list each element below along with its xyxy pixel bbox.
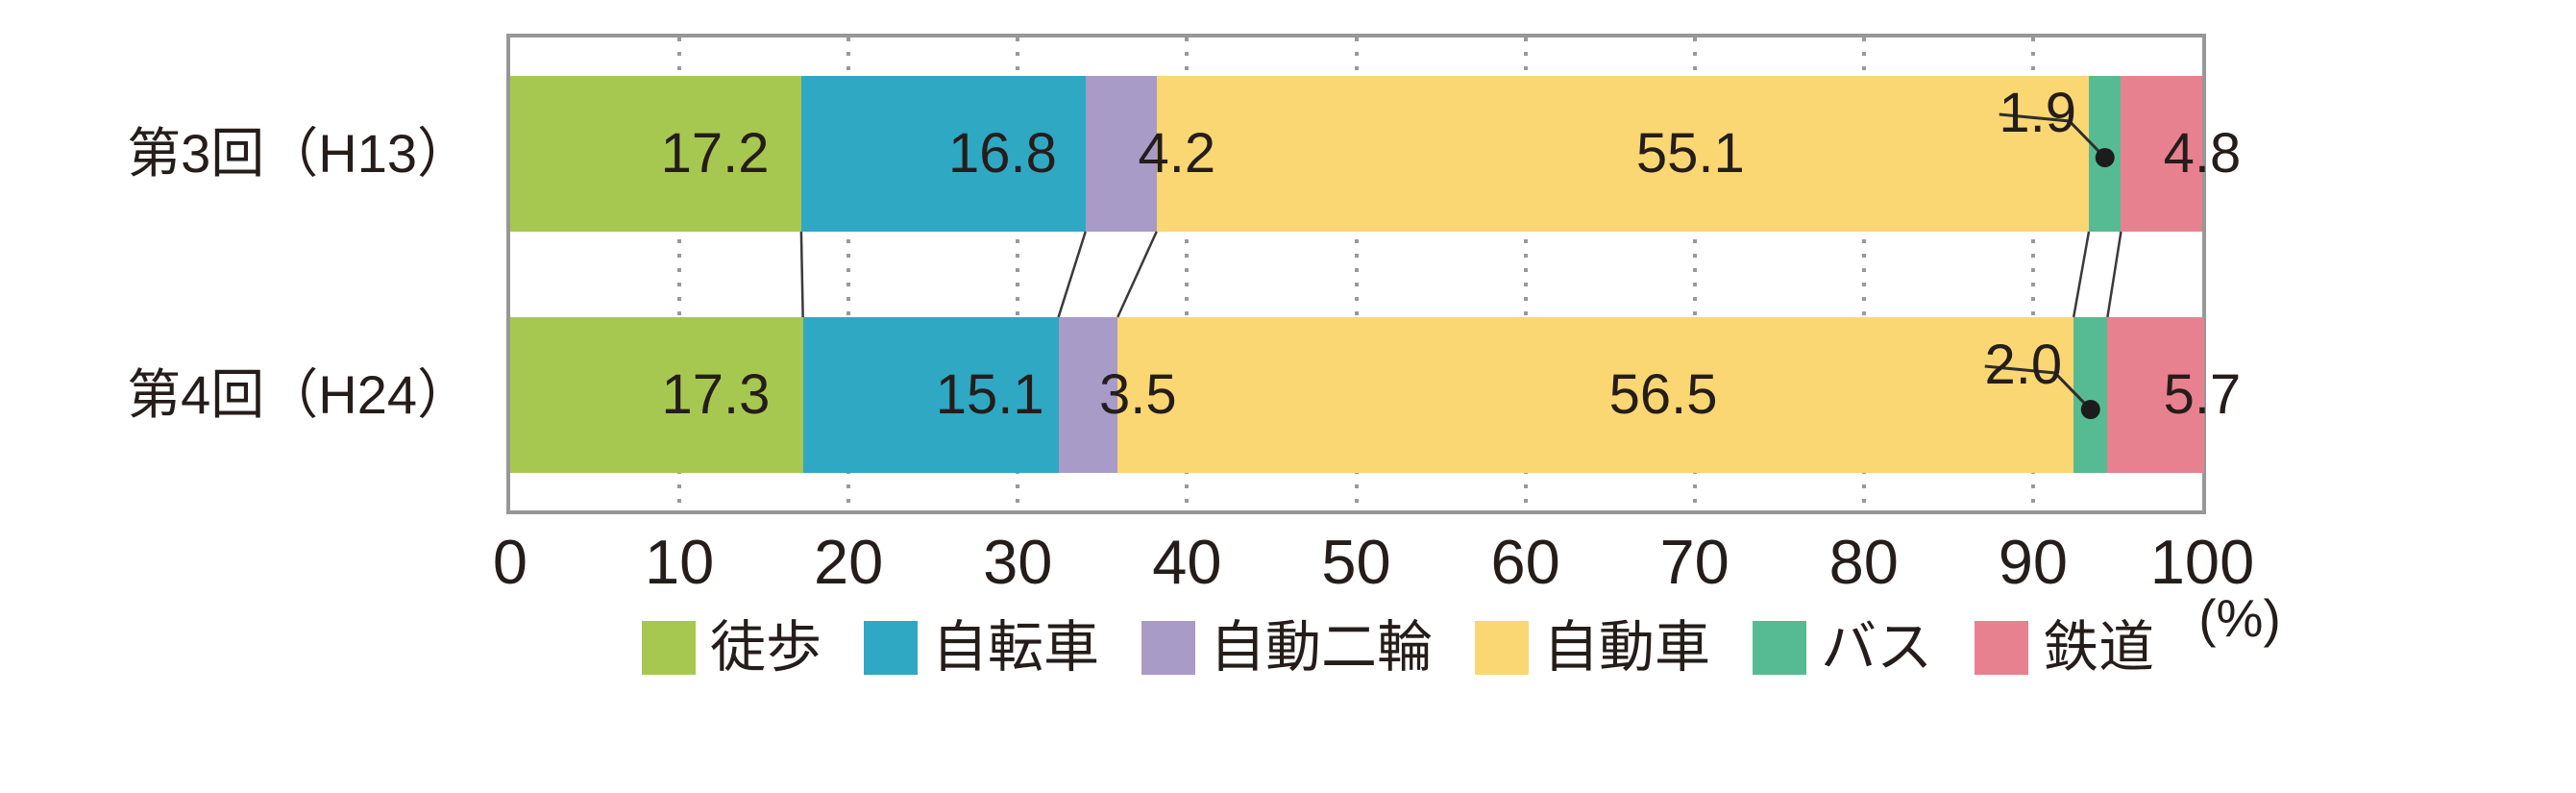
- x-tick-50: 50: [1321, 527, 1391, 597]
- legend-label-徒歩: 徒歩: [710, 616, 822, 679]
- legend-label-自動二輪: 自動二輪: [1210, 616, 1434, 679]
- axis-unit-label: (%): [2198, 588, 2281, 648]
- gridline-10: [677, 37, 682, 510]
- x-tick-30: 30: [983, 527, 1053, 597]
- x-tick-80: 80: [1828, 527, 1899, 597]
- segment-徒歩-row1: [510, 76, 801, 232]
- x-tick-60: 60: [1490, 527, 1560, 597]
- legend-label-自転車: 自転車: [932, 616, 1100, 679]
- legend-item-自動二輪: 自動二輪: [1141, 620, 1433, 676]
- plot-area: 17.2 16.8 4.2 55.1 1.9 4.8 17.3 15.1 3.5 56.5 2.0 5…: [506, 34, 2241, 514]
- gridline-40: [1185, 37, 1190, 510]
- segment-自動車-row2: [1117, 317, 2074, 473]
- segment-バス-row2: [2073, 317, 2108, 473]
- legend-swatch-鉄道: [1975, 621, 2029, 675]
- value-label-自動車-row1: 55.1: [1635, 122, 1745, 185]
- row-label-2: 第4回（H24）: [127, 364, 471, 425]
- legend-item-自転車: 自転車: [864, 620, 1099, 676]
- bar-row-1: [510, 76, 2202, 232]
- connector-line-自動車: [2072, 231, 2091, 318]
- gridline-60: [1523, 37, 1528, 510]
- segment-自動二輪-row2: [1058, 317, 1118, 473]
- row-label-1: 第3回（H13）: [127, 123, 471, 184]
- legend-item-自動車: 自動車: [1475, 620, 1710, 676]
- legend-swatch-自動二輪: [1141, 621, 1196, 675]
- segment-バス-row1: [2089, 76, 2122, 232]
- value-label-鉄道-row1: 4.8: [2163, 122, 2242, 185]
- value-label-自動車-row2: 56.5: [1608, 363, 1718, 426]
- value-label-自転車-row2: 15.1: [935, 363, 1044, 426]
- plot-inner: 17.2 16.8 4.2 55.1 1.9 4.8 17.3 15.1 3.5 56.5 2.0 5…: [510, 37, 2241, 510]
- gridline-90: [2030, 37, 2035, 510]
- gridline-30: [1016, 37, 1020, 510]
- gridline-50: [1354, 37, 1359, 510]
- x-tick-70: 70: [1659, 527, 1730, 597]
- segment-鉄道-row1: [2121, 76, 2202, 232]
- segment-自動二輪-row1: [1085, 76, 1157, 232]
- legend-label-バス: バス: [1821, 616, 1933, 679]
- segment-自動車-row1: [1156, 76, 2089, 232]
- x-tick-90: 90: [1998, 527, 2069, 597]
- value-label-徒歩-row2: 17.3: [661, 363, 771, 426]
- legend-label-鉄道: 鉄道: [2043, 616, 2155, 679]
- x-tick-0: 0: [492, 527, 528, 597]
- segment-自転車-row2: [802, 317, 1059, 473]
- legend-swatch-徒歩: [642, 621, 696, 675]
- legend-swatch-自動車: [1475, 621, 1530, 675]
- bar-row-2: [510, 317, 2204, 473]
- legend-item-バス: バス: [1753, 620, 1932, 676]
- gridline-70: [1692, 37, 1697, 510]
- legend: 徒歩 自転車 自動二輪 自動車 バス 鉄道: [642, 620, 2154, 676]
- legend-swatch-自転車: [864, 621, 919, 675]
- x-tick-100: 100: [2149, 527, 2255, 597]
- legend-item-鉄道: 鉄道: [1975, 620, 2154, 676]
- connector-line-徒歩: [799, 231, 804, 318]
- connector-line-自転車: [1057, 231, 1087, 318]
- x-tick-40: 40: [1152, 527, 1222, 597]
- x-tick-20: 20: [814, 527, 884, 597]
- value-label-自動二輪-row2: 3.5: [1099, 363, 1177, 426]
- value-label-徒歩-row1: 17.2: [660, 122, 770, 185]
- segment-自転車-row1: [800, 76, 1086, 232]
- value-label-バス-row1: 1.9: [1999, 82, 2077, 144]
- gridline-80: [1861, 37, 1866, 510]
- segment-鉄道-row2: [2107, 317, 2204, 473]
- legend-item-徒歩: 徒歩: [642, 620, 822, 676]
- legend-label-自動車: 自動車: [1543, 616, 1711, 679]
- value-label-バス-row2: 2.0: [1984, 334, 2063, 396]
- value-label-自動二輪-row1: 4.2: [1138, 122, 1216, 185]
- connector-line-バス: [2106, 231, 2122, 318]
- gridline-20: [846, 37, 851, 510]
- connector-line-自動二輪: [1116, 231, 1158, 318]
- legend-swatch-バス: [1753, 621, 1807, 675]
- x-tick-10: 10: [644, 527, 715, 597]
- value-label-鉄道-row2: 5.7: [2163, 363, 2242, 426]
- value-label-自転車-row1: 16.8: [947, 122, 1057, 185]
- segment-徒歩-row2: [510, 317, 803, 473]
